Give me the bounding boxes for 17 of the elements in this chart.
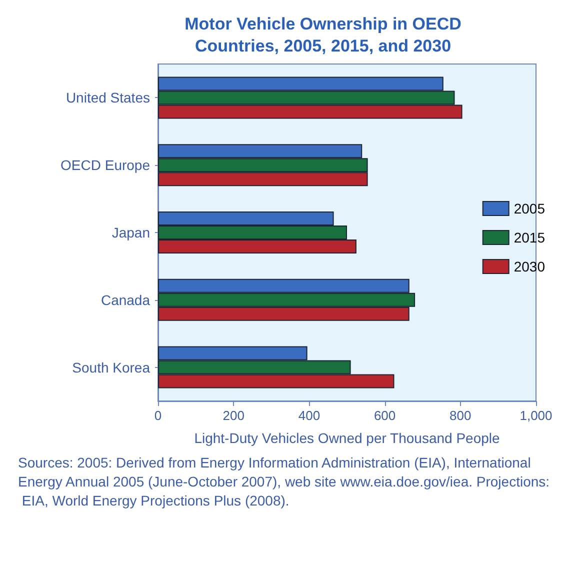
x-tick-label: 1,000 [520, 408, 552, 423]
legend-label: 2030 [514, 258, 546, 274]
x-axis-title: Light-Duty Vehicles Owned per Thousand People [194, 430, 500, 446]
source-note: Sources: 2005: Derived from Energy Information Administration (EIA), International Energy Annual 2005 (June-October 2007), web site www.eia.doe.gov/iea. Projections: EIA, World Energy Projections Plus (2008). [18, 454, 550, 508]
x-tick-label: 800 [450, 408, 472, 423]
y-tick-label: Canada [100, 292, 150, 308]
y-tick-label: OECD Europe [60, 157, 150, 174]
y-tick-label: United States [66, 90, 150, 106]
chart-title: Motor Vehicle Ownership in OECD Countries, 2005, 2015, and 2030 [184, 14, 462, 56]
x-tick-label: 600 [374, 408, 396, 423]
legend-label: 2005 [514, 200, 546, 216]
legend-label: 2015 [514, 230, 546, 246]
y-tick-label: South Korea [72, 359, 150, 376]
x-tick-label: 200 [222, 408, 244, 423]
x-tick-label: 0 [154, 408, 162, 423]
x-tick-label: 400 [298, 408, 320, 423]
y-tick-label: Japan [112, 224, 150, 240]
